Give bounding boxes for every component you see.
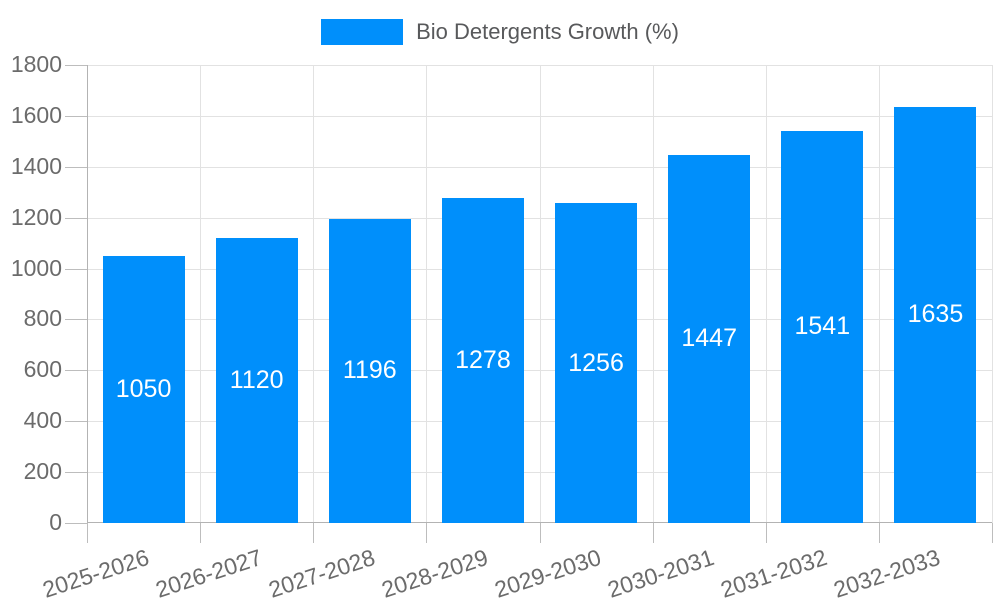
bar[interactable]: 1278: [441, 197, 524, 523]
y-axis-tick: [65, 268, 87, 270]
bar-value-label: 1120: [229, 366, 284, 395]
bar[interactable]: 1120: [215, 238, 298, 523]
bar[interactable]: 1196: [328, 218, 411, 523]
legend-label: Bio Detergents Growth (%): [416, 19, 679, 44]
x-axis-tick: [992, 523, 993, 543]
y-axis-tick-label: 400: [23, 407, 62, 434]
bar-value-label: 1541: [794, 312, 851, 341]
y-axis-line: [87, 65, 88, 523]
y-axis-tick: [65, 217, 87, 219]
bar[interactable]: 1635: [894, 106, 977, 523]
bar-value-label: 1256: [568, 348, 624, 377]
bar[interactable]: 1256: [555, 203, 638, 523]
x-axis-tick-label: 2026-2027: [152, 544, 265, 600]
gridline-vertical: [426, 65, 428, 523]
x-axis-tick-label: 2031-2032: [717, 544, 831, 600]
bar-value-label: 1196: [342, 356, 397, 385]
x-axis-tick-label: 2028-2029: [378, 544, 491, 600]
y-axis-tick-label: 1000: [10, 254, 62, 281]
x-axis-tick-label: 2027-2028: [265, 544, 378, 600]
y-axis-tick-label: 1600: [10, 101, 62, 128]
bar-value-label: 1635: [907, 300, 964, 329]
x-axis-tick-label: 2025-2026: [38, 544, 152, 600]
x-axis-tick: [426, 523, 428, 543]
legend[interactable]: Bio Detergents Growth (%): [0, 19, 1000, 45]
plot-area: 0 200 400 600 800 1000 1200 1400 1600 1800 2025-2…: [11, 51, 993, 600]
gridline-vertical: [200, 65, 202, 523]
x-axis-tick-label: 2029-2030: [491, 544, 605, 600]
x-axis-tick: [313, 523, 315, 543]
bar[interactable]: 1541: [781, 130, 864, 523]
x-axis-tick: [765, 523, 767, 543]
y-axis-tick-label: 200: [23, 458, 62, 485]
gridline-vertical: [992, 65, 993, 523]
x-axis-tick-label: 2032-2033: [830, 544, 944, 600]
gridline-vertical: [652, 65, 654, 523]
legend-swatch: [321, 19, 404, 45]
bar-value-label: 1278: [455, 345, 511, 374]
gridline-vertical: [878, 65, 880, 523]
y-axis-tick: [65, 319, 87, 321]
bar[interactable]: 1050: [102, 255, 185, 523]
bar-value-label: 1050: [115, 374, 172, 403]
x-axis-tick: [539, 523, 541, 543]
gridline-vertical: [765, 65, 767, 523]
gridline-vertical: [313, 65, 315, 523]
y-axis-tick: [65, 523, 87, 524]
y-axis-tick-label: 0: [49, 508, 62, 535]
bar-value-label: 1447: [681, 324, 737, 353]
x-axis-line: [87, 522, 992, 523]
y-axis-tick: [65, 370, 87, 372]
bar[interactable]: 1447: [668, 154, 751, 523]
y-axis-tick-label: 1200: [10, 203, 62, 230]
y-axis-tick: [65, 166, 87, 168]
x-axis-tick: [652, 523, 654, 543]
y-axis-tick: [65, 115, 87, 117]
y-axis-tick-label: 1400: [10, 152, 62, 179]
gridline-vertical: [539, 65, 541, 523]
y-axis-tick: [65, 65, 87, 66]
x-axis-tick-label: 2030-2031: [604, 544, 718, 600]
y-axis-tick-label: 1800: [10, 50, 62, 77]
y-axis-tick: [65, 421, 87, 423]
y-axis-tick-label: 600: [23, 356, 62, 383]
x-axis-tick: [87, 523, 88, 543]
x-axis-tick: [878, 523, 880, 543]
y-axis-tick-label: 800: [23, 305, 62, 332]
x-axis-tick: [200, 523, 202, 543]
y-axis-tick: [65, 472, 87, 474]
